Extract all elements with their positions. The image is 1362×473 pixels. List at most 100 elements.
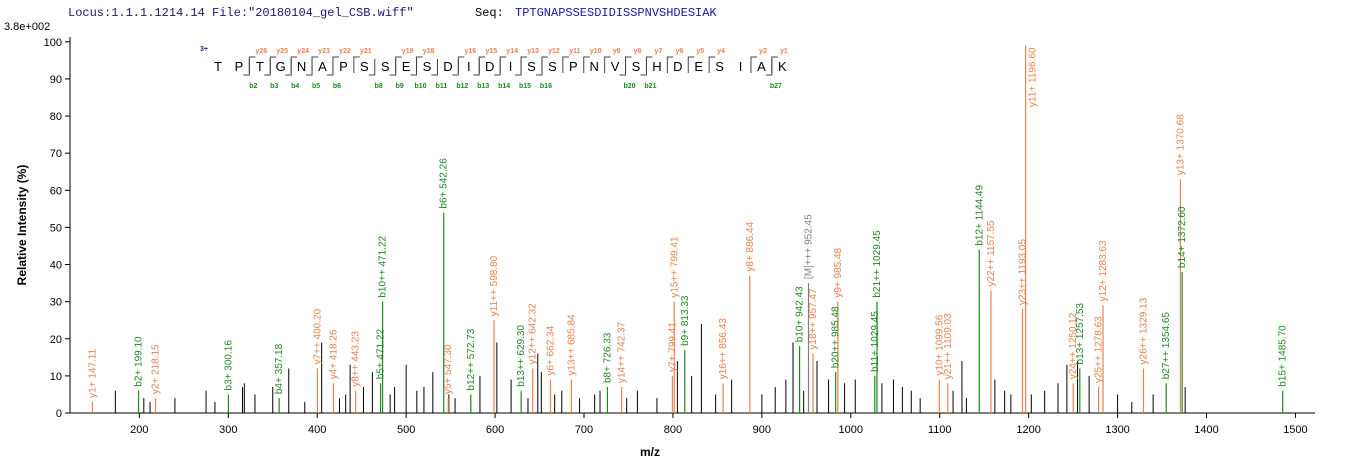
y-ion-label: y13 bbox=[527, 48, 539, 55]
y-ion-label: y19 bbox=[402, 48, 414, 55]
y-ion-label: y16 bbox=[465, 48, 477, 55]
y-ion-label: y23 bbox=[318, 48, 330, 55]
residue: S bbox=[715, 59, 724, 74]
peak-label: y15++ 799.41 bbox=[669, 236, 680, 298]
b-ion-marker bbox=[410, 59, 418, 76]
b-ion-marker bbox=[368, 59, 376, 76]
peak-label: y26++ 1329.13 bbox=[1138, 297, 1149, 364]
peak-label: y9+ 985.48 bbox=[833, 247, 844, 297]
peak-label: b4+ 357.18 bbox=[274, 343, 285, 394]
y-ion-label: y10 bbox=[590, 48, 602, 55]
b-ion-label: b15 bbox=[519, 83, 531, 90]
y-ion-label: y18 bbox=[423, 48, 435, 55]
residue: S bbox=[527, 59, 536, 74]
y-ion-marker bbox=[583, 56, 590, 73]
peak-label: b5+ 471.22 bbox=[376, 329, 387, 380]
residue: P bbox=[339, 59, 348, 74]
b-ion-label: b5 bbox=[312, 83, 320, 90]
y-tick-label: 10 bbox=[50, 371, 62, 383]
y-ion-label: y22 bbox=[339, 48, 351, 55]
residue: P bbox=[235, 59, 244, 74]
x-tick-label: 800 bbox=[664, 424, 682, 436]
b-ion-label: b3 bbox=[270, 83, 278, 90]
y-ion-marker bbox=[708, 56, 716, 73]
x-tick-label: 900 bbox=[753, 424, 771, 436]
b-ion-marker bbox=[765, 59, 773, 76]
peak-label: y23++ 1193.05 bbox=[1017, 239, 1028, 305]
peak-label: b12++ 572.73 bbox=[466, 328, 477, 390]
residue: S bbox=[381, 59, 390, 74]
residue: N bbox=[590, 59, 599, 74]
b-ion-marker bbox=[515, 59, 522, 76]
y-ion-label: y14 bbox=[506, 48, 518, 55]
peak-label: y11++ 598.80 bbox=[489, 255, 500, 316]
peak-label: y4+ 418.26 bbox=[328, 329, 339, 379]
b-ion-label: b13 bbox=[477, 83, 489, 90]
residue: I bbox=[509, 59, 513, 74]
y-ion-label: y7 bbox=[655, 48, 663, 55]
peak-label: y11+ 1196.60 bbox=[1028, 47, 1039, 107]
y-tick-label: 70 bbox=[50, 148, 62, 160]
peak-label: y14++ 742.37 bbox=[617, 321, 628, 383]
b-ion-label: b10 bbox=[415, 83, 427, 90]
residue: P bbox=[569, 59, 578, 74]
x-tick-label: 400 bbox=[308, 424, 326, 436]
b-ion-marker bbox=[389, 59, 397, 76]
y-ion-marker bbox=[604, 56, 611, 73]
x-tick-label: 200 bbox=[130, 424, 148, 436]
peak-label: b2+ 199.10 bbox=[134, 336, 145, 387]
b-ion-label: b21 bbox=[644, 83, 656, 90]
peak-label: y10+ 1099.56 bbox=[934, 314, 945, 375]
residue: S bbox=[423, 59, 432, 74]
seq-label: Seq: bbox=[475, 6, 504, 20]
peak-label: y22++ 1157.55 bbox=[986, 220, 997, 286]
peak-label: y1+ 147.11 bbox=[87, 348, 98, 397]
y-ion-marker bbox=[457, 56, 465, 73]
residue: S bbox=[548, 59, 557, 74]
peak-label: y25++ 1278.63 bbox=[1094, 316, 1105, 383]
b-ion-marker bbox=[306, 59, 313, 76]
x-axis-label: m/z bbox=[640, 445, 660, 459]
y-ion-label: y11 bbox=[569, 48, 580, 55]
residue: D bbox=[443, 59, 452, 74]
peak-label: b13++ 629.30 bbox=[516, 325, 527, 387]
b-ion-marker bbox=[640, 59, 647, 76]
b-ion-label: b9 bbox=[396, 83, 404, 90]
peak-label: y7+ 799.41 bbox=[667, 322, 678, 372]
y-ion-label: y15 bbox=[485, 48, 497, 55]
y-tick-label: 50 bbox=[50, 222, 62, 234]
residue: T bbox=[214, 59, 222, 74]
peak-label: y21++ 1109.03 bbox=[943, 313, 954, 379]
peak-label: b13+ 1257.53 bbox=[1075, 303, 1086, 365]
y-ion-label: y24 bbox=[297, 48, 309, 55]
y-ion-marker bbox=[311, 56, 319, 73]
peak-label: b10++ 471.22 bbox=[378, 235, 389, 297]
residue: E bbox=[402, 59, 411, 74]
peak-label: y16++ 856.43 bbox=[718, 318, 729, 380]
residue: D bbox=[673, 59, 682, 74]
x-tick-label: 500 bbox=[397, 424, 415, 436]
b-ion-label: b2 bbox=[249, 83, 257, 90]
y-tick-label: 0 bbox=[56, 408, 62, 420]
y-ion-marker bbox=[332, 56, 339, 73]
sequence-text: TPTGNAPSSESDIDISSPNVSHDESIAK bbox=[515, 6, 717, 20]
peak-label: y13+ 1370.68 bbox=[1175, 114, 1186, 175]
b-ion-marker bbox=[619, 59, 627, 76]
peak-label: b20++ 985.48 bbox=[831, 306, 842, 368]
b-ion-marker bbox=[473, 59, 480, 76]
b-ion-marker bbox=[535, 59, 543, 76]
peak-label: y5+ 547.30 bbox=[443, 344, 454, 394]
b-ion-label: b12 bbox=[456, 83, 468, 90]
b-ion-marker bbox=[285, 59, 292, 76]
y-ion-label: y2 bbox=[759, 48, 767, 55]
peak-label: y13++ 685.84 bbox=[566, 314, 577, 376]
y-ion-marker bbox=[499, 56, 507, 73]
y-axis-label: Relative Intensity (%) bbox=[15, 165, 29, 286]
y-tick-label: 20 bbox=[50, 334, 62, 346]
charge: 3+ bbox=[200, 46, 208, 53]
b-ion-marker bbox=[243, 59, 250, 76]
residue: S bbox=[360, 59, 369, 74]
peak-label: b11+ 1029.45 bbox=[870, 311, 881, 372]
peak-label: b27++ 1354.65 bbox=[1161, 312, 1172, 380]
